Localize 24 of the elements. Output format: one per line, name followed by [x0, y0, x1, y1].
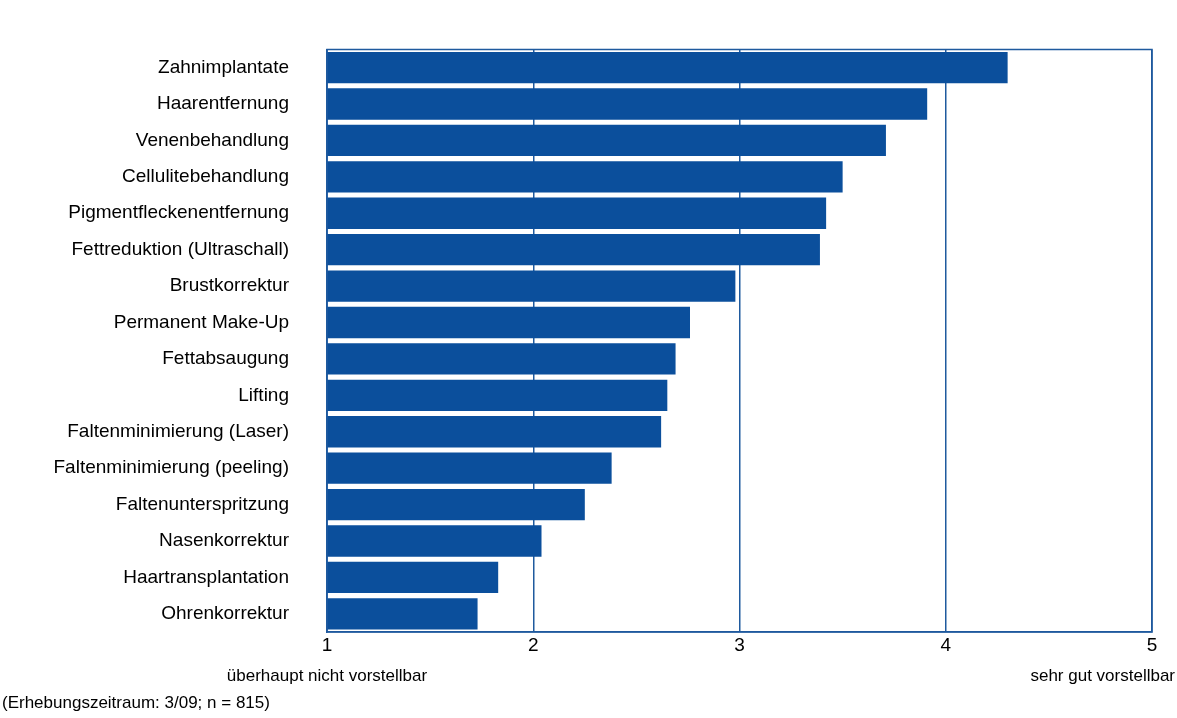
- y-tick-label: Faltenminimierung (peeling): [53, 456, 289, 478]
- text: überhaupt nicht vorstellbar: [226, 665, 428, 685]
- y-tick-label: Faltenunterspritzung: [115, 492, 289, 514]
- y-tick-label: Nasenkorrektur: [159, 529, 290, 551]
- y-tick-label: Fettreduktion (Ultraschall): [71, 237, 289, 259]
- x-tick-label: 2: [527, 633, 539, 655]
- text: sehr gut vorstellbar: [1030, 665, 1176, 685]
- y-tick-label: Faltenminimierung (Laser): [67, 419, 289, 441]
- y-tick-label: Ohrenkorrektur: [161, 602, 290, 624]
- y-tick-label: Venenbehandlung: [135, 128, 289, 150]
- y-tick-label: Brustkorrektur: [169, 274, 290, 296]
- x-tick-label: 3: [734, 633, 745, 655]
- x-tick-label: 5: [1146, 633, 1158, 655]
- y-tick-label: Haartransplantation: [123, 565, 289, 587]
- y-tick-label: Lifting: [238, 383, 289, 405]
- y-tick-label: Cellulitebehandlung: [122, 165, 289, 187]
- y-tick-label: Pigmentfleckenentfernung: [68, 201, 289, 223]
- y-tick-label: Fettabsaugung: [162, 347, 289, 369]
- x-tick-label: 4: [940, 633, 952, 655]
- y-tick-label: Permanent Make-Up: [113, 310, 289, 332]
- y-tick-label: Zahnimplantate: [158, 55, 289, 77]
- x-tick-label: 1: [321, 633, 333, 655]
- y-tick-label: Haarentfernung: [156, 92, 289, 114]
- text: (Erhebungszeitraum: 3/09; n = 815): [2, 692, 270, 712]
